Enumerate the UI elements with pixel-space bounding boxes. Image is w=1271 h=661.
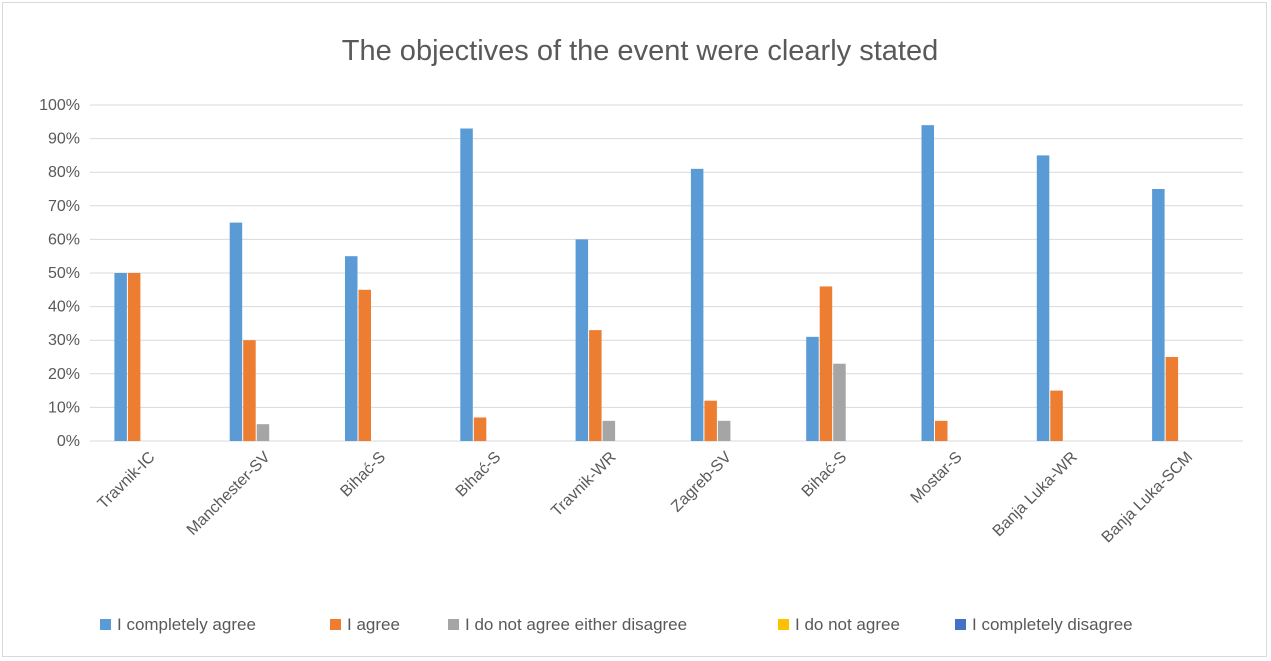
x-tick-label: Bihać-S [453,449,505,501]
bar-1-10 [1152,189,1165,441]
chart-title: The objectives of the event were clearly… [342,35,938,67]
x-tick-label: Zagreb-SV [668,449,735,516]
legend-swatch [330,619,341,630]
x-tick-label: Banja Luka-SCM [1099,449,1197,547]
x-tick-label: Travnik-IC [95,449,159,513]
legend-label: I do not agree [795,615,900,634]
legend-label: I agree [347,615,400,634]
x-tick-label: Manchester-SV [184,449,274,539]
y-tick-label: 50% [48,265,80,282]
bar-2-1 [127,273,141,441]
legend-swatch [448,619,459,630]
bar-3-7 [833,363,846,441]
legend-label: I completely agree [117,615,256,634]
bar-1-6 [690,168,704,441]
y-tick-label: 40% [48,299,80,316]
legend-swatch [955,619,966,630]
bar-2-7 [819,286,833,441]
y-tick-label: 60% [48,231,80,248]
bar-2-8 [935,420,948,441]
bar-2-5 [589,330,602,441]
bar-1-7 [806,336,819,441]
bar-1-8 [921,125,934,441]
x-axis-ticks: Travnik-IC Manchester-SV Bihać-S Bihać-S Tra… [95,449,1196,547]
legend-swatch [778,619,789,630]
y-tick-label: 10% [48,399,80,416]
y-tick-label: 90% [48,131,80,148]
legend-label: I completely disagree [972,615,1133,634]
bar-1-2 [229,222,243,441]
legend: I completely agree I agree I do not agree … [100,615,1133,634]
bar-2-10 [1165,357,1179,441]
y-tick-label: 20% [48,366,80,383]
bar-2-4 [473,417,487,441]
bar-2-6 [704,400,717,441]
bar-3-6 [717,420,731,441]
bars [114,125,1179,441]
x-tick-label: Bihać-S [337,449,389,501]
bar-3-5 [602,420,616,441]
y-tick-label: 0% [57,433,80,450]
gridlines [90,104,1243,442]
bar-1-1 [114,273,127,441]
legend-swatch [100,619,111,630]
bar-1-4 [460,128,473,441]
y-tick-label: 30% [48,332,80,349]
bar-1-3 [345,256,358,441]
x-tick-label: Bihać-S [799,449,851,501]
bar-2-2 [243,340,256,441]
legend-label: I do not agree either disagree [465,615,687,634]
x-tick-label: Travnik-WR [548,449,619,520]
y-tick-label: 70% [48,198,80,215]
bar-1-5 [575,239,589,441]
bar-3-2 [256,424,270,441]
bar-2-3 [358,289,371,441]
y-tick-label: 100% [39,97,80,114]
x-tick-label: Banja Luka-WR [990,449,1081,540]
bar-2-9 [1050,390,1063,441]
bar-1-9 [1036,155,1050,441]
y-axis-ticks: 0% 10% 20% 30% 40% 50% 60% 70% 80% 90% 100% [39,97,80,450]
y-tick-label: 80% [48,164,80,181]
x-tick-label: Mostar-S [908,449,966,507]
